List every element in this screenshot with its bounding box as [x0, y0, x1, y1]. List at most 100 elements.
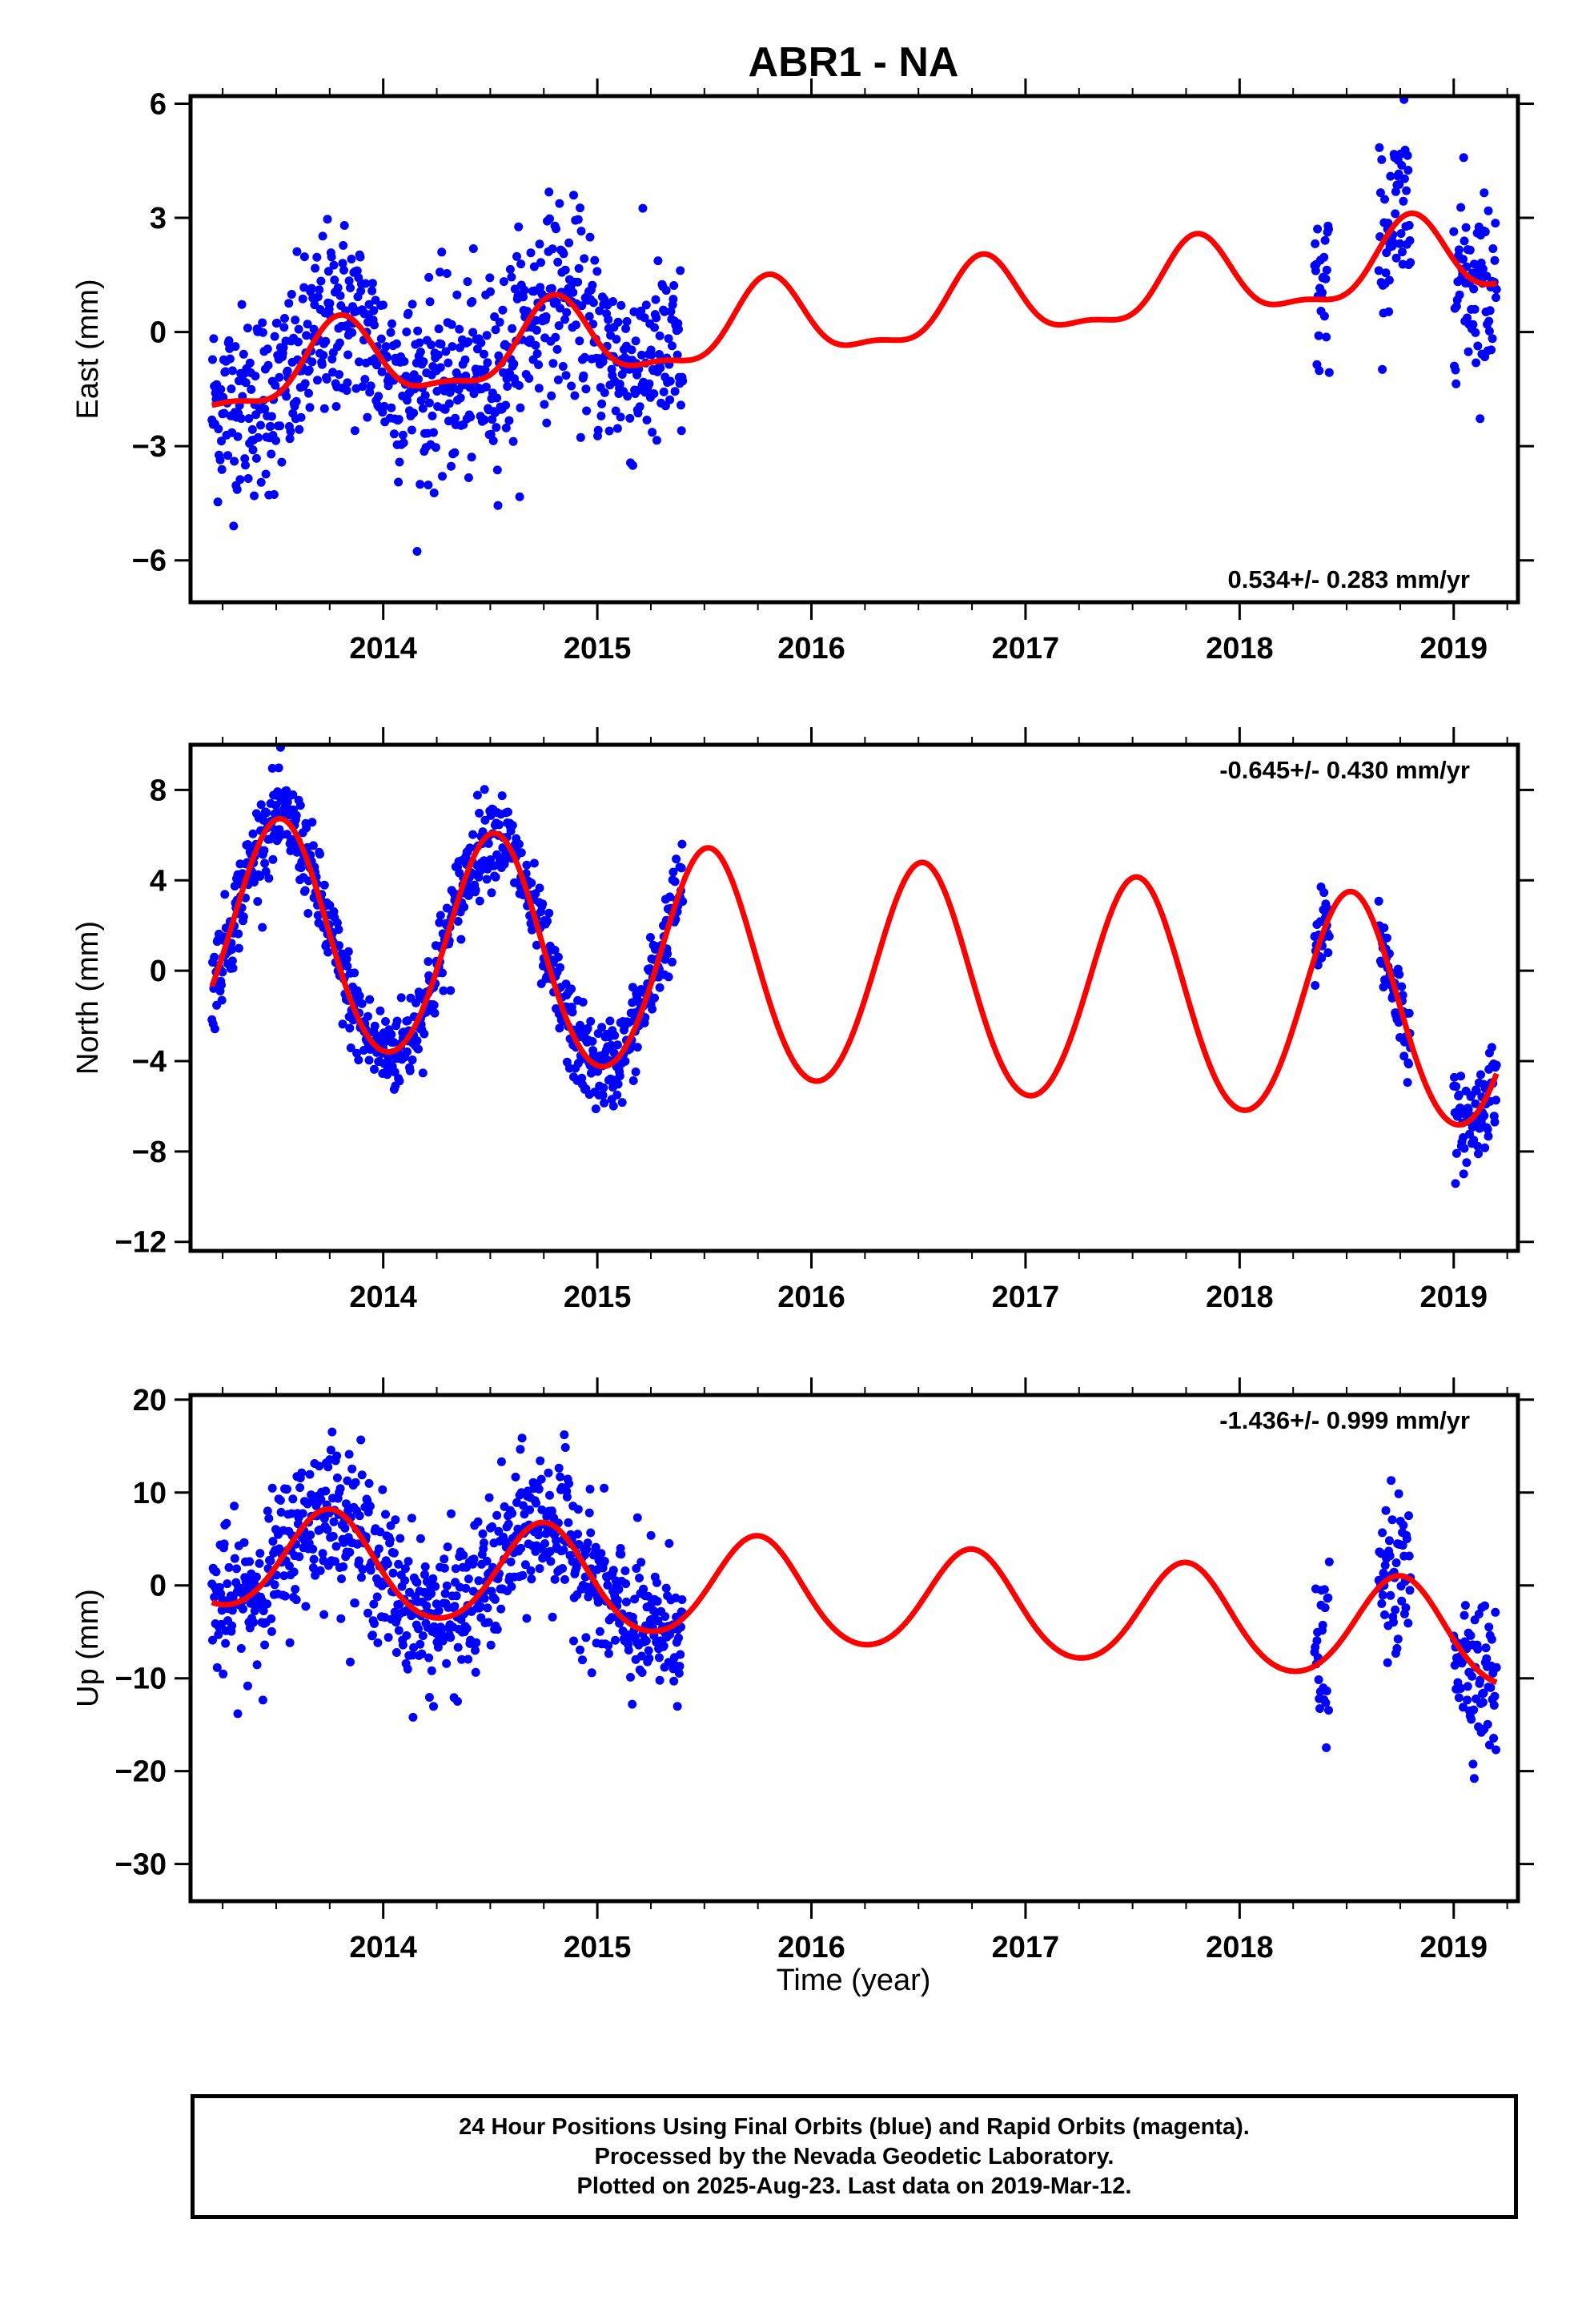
data-point — [251, 372, 260, 381]
data-point — [213, 497, 223, 507]
data-point — [1397, 982, 1407, 991]
data-point — [225, 354, 235, 364]
data-point — [326, 1445, 335, 1455]
data-point — [599, 1083, 608, 1092]
data-point — [468, 830, 478, 839]
data-point — [501, 423, 511, 432]
data-point — [573, 1505, 583, 1514]
data-point — [1383, 1658, 1392, 1667]
data-point — [612, 1040, 622, 1050]
data-point — [536, 258, 545, 267]
data-point — [315, 1462, 324, 1471]
data-point — [591, 1542, 600, 1552]
data-point — [647, 350, 656, 360]
x-tick-label: 2018 — [1206, 632, 1274, 665]
data-point — [514, 222, 524, 231]
data-point — [1399, 1521, 1408, 1530]
data-point — [675, 1662, 685, 1671]
data-point — [1320, 235, 1330, 245]
data-point — [379, 300, 387, 310]
data-point — [264, 874, 274, 883]
data-point — [1459, 255, 1468, 264]
data-point — [339, 241, 348, 250]
data-point — [431, 1582, 440, 1591]
data-point — [385, 1535, 395, 1545]
data-point — [418, 404, 428, 413]
data-point — [606, 1040, 616, 1050]
rate-label: -0.645+/- 0.430 mm/yr — [1219, 756, 1470, 784]
data-point — [665, 376, 675, 386]
data-point — [227, 384, 236, 394]
data-point — [447, 320, 456, 329]
data-point — [480, 1538, 488, 1548]
data-point — [576, 227, 586, 236]
data-point — [285, 434, 295, 444]
data-point — [636, 1651, 646, 1661]
data-point — [414, 375, 423, 384]
data-point — [1471, 1099, 1480, 1108]
data-point — [666, 307, 676, 316]
data-point — [267, 1626, 276, 1636]
data-point — [350, 426, 359, 436]
data-point — [1449, 227, 1459, 236]
data-point — [507, 272, 516, 282]
data-point — [1460, 1610, 1469, 1620]
data-point — [562, 1492, 572, 1502]
data-point — [615, 380, 624, 389]
data-point — [250, 491, 259, 501]
data-point — [1404, 1008, 1414, 1018]
data-point — [254, 432, 263, 442]
data-point — [1460, 1601, 1470, 1610]
data-point — [366, 381, 375, 391]
data-point — [1393, 1634, 1403, 1644]
y-tick-label: 3 — [150, 202, 167, 235]
data-point — [402, 328, 412, 336]
data-point — [280, 1591, 290, 1601]
data-point — [438, 968, 447, 978]
data-point — [217, 464, 227, 474]
data-point — [672, 854, 681, 864]
data-point — [632, 1043, 642, 1052]
data-point — [564, 1518, 573, 1527]
data-point — [312, 252, 322, 262]
data-point — [355, 252, 365, 262]
data-point — [437, 1625, 447, 1634]
data-point — [516, 1543, 526, 1553]
data-point — [1322, 265, 1331, 275]
data-point — [474, 1576, 484, 1586]
data-point — [318, 1549, 327, 1558]
data-point — [556, 963, 565, 972]
data-point — [408, 1651, 417, 1660]
data-point — [559, 249, 568, 259]
data-point — [352, 1048, 362, 1058]
data-point — [1322, 332, 1331, 342]
data-point — [318, 231, 327, 241]
data-point — [1318, 1620, 1327, 1630]
data-point — [253, 897, 263, 907]
data-point — [522, 860, 532, 870]
data-point — [370, 320, 379, 330]
data-point — [1476, 1675, 1485, 1685]
data-point — [268, 854, 278, 864]
data-point — [256, 800, 266, 810]
data-point — [377, 367, 387, 376]
data-point — [1321, 274, 1331, 283]
data-point — [282, 392, 291, 401]
data-point — [641, 1636, 651, 1646]
data-point — [534, 1485, 544, 1494]
data-point — [291, 1585, 300, 1594]
data-point — [456, 935, 466, 944]
data-point — [541, 312, 551, 321]
data-point — [492, 1510, 502, 1520]
data-point — [376, 334, 386, 344]
data-point — [604, 426, 614, 436]
data-point — [495, 317, 504, 327]
data-point — [631, 1068, 640, 1076]
y-axis-label: North (mm) — [71, 921, 105, 1075]
data-point — [342, 954, 351, 963]
data-point — [519, 1501, 528, 1510]
data-point — [1452, 379, 1461, 388]
data-point — [1459, 1169, 1468, 1179]
data-point — [498, 305, 508, 315]
data-point — [259, 1606, 268, 1615]
